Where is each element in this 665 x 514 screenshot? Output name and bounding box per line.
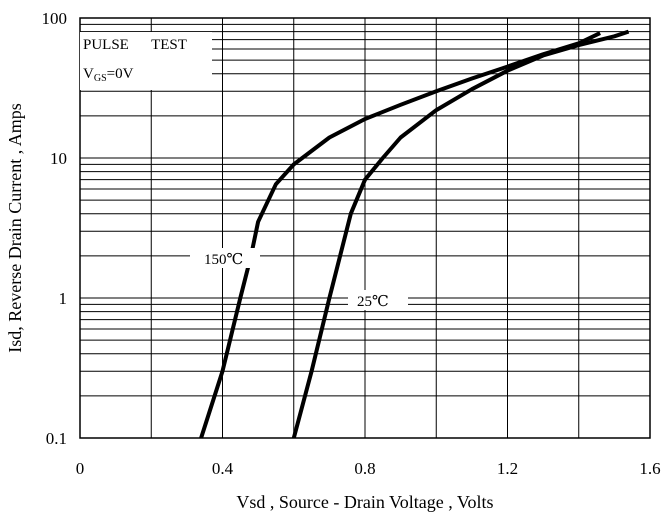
x-tick-label: 0.4	[212, 459, 234, 478]
y-axis-title: Isd, Reverse Drain Current , Amps	[5, 103, 25, 352]
annotation-line2: VGS=0V	[83, 66, 134, 84]
x-tick-labels: 0 0.4 0.8 1.2 1.6	[76, 459, 661, 478]
plot-frame	[79, 17, 651, 439]
y-tick-label: 100	[42, 9, 68, 28]
vgs-sub: GS	[94, 73, 107, 84]
series-label-25: 25℃	[348, 290, 408, 310]
annotation-box: PULSE TEST VGS=0V	[80, 32, 212, 90]
x-tick-label: 1.6	[639, 459, 660, 478]
y-tick-labels: 0.1 1 10 100	[42, 9, 68, 448]
series-label-150: 150℃	[190, 248, 260, 268]
vgs-value: =0V	[107, 66, 134, 82]
label-25c: 25℃	[357, 294, 389, 310]
y-tick-label: 1	[59, 289, 68, 308]
series-layer	[199, 29, 630, 439]
series-line-0	[199, 31, 601, 439]
y-tick-label: 10	[50, 149, 67, 168]
annotation-line1: PULSE TEST	[83, 37, 187, 53]
label-150c: 150℃	[204, 252, 243, 268]
x-tick-label: 0.8	[354, 459, 375, 478]
y-tick-label: 0.1	[46, 429, 67, 448]
x-tick-label: 1.2	[497, 459, 518, 478]
grid	[80, 18, 650, 438]
series-line-1	[291, 29, 630, 439]
x-axis-title: Vsd , Source - Drain Voltage , Volts	[236, 492, 493, 512]
x-tick-label: 0	[76, 459, 85, 478]
vgs-main: V	[83, 66, 94, 82]
